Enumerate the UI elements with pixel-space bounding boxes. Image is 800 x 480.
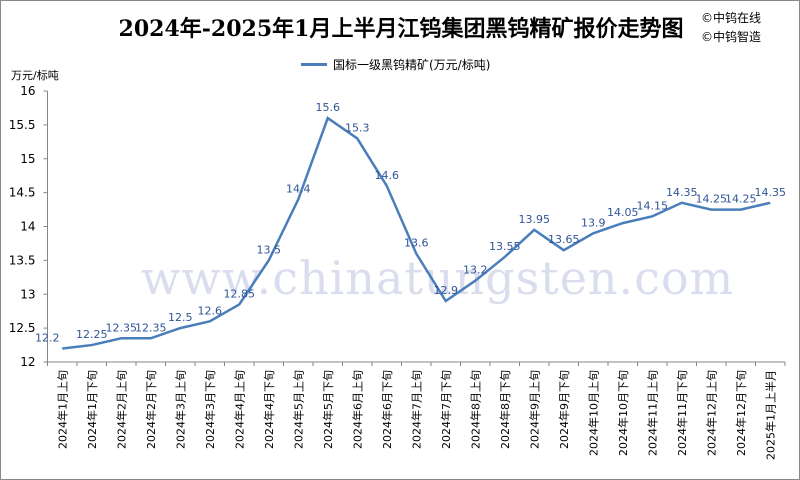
y-tick-label: 14.5 <box>9 186 36 200</box>
x-tick-label: 2024年11月下旬 <box>675 370 689 456</box>
data-label: 14.4 <box>286 182 311 195</box>
y-tick-label: 15 <box>20 152 35 166</box>
data-label: 12.6 <box>198 304 223 317</box>
x-tick-label: 2024年5月上旬 <box>291 370 305 449</box>
x-tick-label: 2024年4月下旬 <box>262 370 276 449</box>
x-tick-label: 2025年1月上半月 <box>763 370 777 460</box>
x-tick-label: 2024年2月下旬 <box>144 370 158 449</box>
data-label: 12.9 <box>434 284 459 297</box>
x-tick-label: 2024年1月上旬 <box>55 370 69 449</box>
data-label: 12.2 <box>35 331 60 344</box>
x-tick-label: 2024年6月上旬 <box>350 370 364 449</box>
data-label: 14.05 <box>607 206 639 219</box>
data-label: 13.6 <box>404 237 429 250</box>
data-label: 12.35 <box>106 321 138 334</box>
legend: 国标一级黑钨精矿(万元/标吨) <box>301 56 490 73</box>
y-tick-label: 13 <box>20 287 35 301</box>
chart-title: 2024年-2025年1月上半月江钨集团黑钨精矿报价走势图 <box>118 16 684 42</box>
y-tick-label: 14 <box>20 220 35 234</box>
legend-swatch <box>301 63 327 66</box>
x-tick-label: 2024年3月下旬 <box>203 370 217 449</box>
x-tick-label: 2024年10月上旬 <box>586 370 600 456</box>
watermark: www.chinatungsten.com <box>141 251 735 305</box>
data-label: 12.35 <box>135 321 167 334</box>
series-line <box>62 116 771 350</box>
data-label: 13.9 <box>581 216 606 229</box>
x-tick-label: 2024年12月上旬 <box>704 370 718 456</box>
legend-label: 国标一级黑钨精矿(万元/标吨) <box>333 58 491 72</box>
data-label: 12.85 <box>224 287 256 300</box>
x-tick-label: 2024年2月上旬 <box>114 370 128 449</box>
y-axis-label: 万元/标吨 <box>11 69 59 82</box>
data-label: 12.25 <box>76 328 108 341</box>
x-tick-label: 2024年9月上旬 <box>527 370 541 449</box>
data-label: 13.55 <box>489 240 521 253</box>
x-tick-label: 2024年11月上旬 <box>645 370 659 456</box>
x-tick-label: 2024年5月下旬 <box>321 370 335 449</box>
y-tick-label: 15.5 <box>9 118 36 132</box>
brand-label: ©中钨智造 <box>701 30 762 44</box>
x-tick-label: 2024年4月上旬 <box>232 370 246 449</box>
x-tick-label: 2024年8月上旬 <box>468 370 482 449</box>
data-label: 15.6 <box>316 101 341 114</box>
data-label: 14.6 <box>375 169 400 182</box>
y-tick-label: 13.5 <box>9 253 36 267</box>
data-label: 12.5 <box>168 311 193 324</box>
data-label: 13.5 <box>257 243 282 256</box>
data-label: 15.3 <box>345 121 370 134</box>
x-tick-label: 2024年8月下旬 <box>498 370 512 449</box>
data-label: 13.2 <box>463 264 488 277</box>
data-label: 13.65 <box>548 233 580 246</box>
x-tick-label: 2024年3月上旬 <box>173 370 187 449</box>
x-tick-label: 2024年1月下旬 <box>85 370 99 449</box>
x-tick-label: 2024年6月下旬 <box>380 370 394 449</box>
y-tick-label: 12 <box>20 355 35 369</box>
data-label: 14.25 <box>725 193 757 206</box>
x-tick-label: 2024年7月下旬 <box>439 370 453 449</box>
x-tick-label: 2024年10月下旬 <box>616 370 630 456</box>
x-tick-label: 2024年9月下旬 <box>557 370 571 449</box>
x-tick-label: 2024年12月下旬 <box>734 370 748 456</box>
data-label: 14.35 <box>755 186 787 199</box>
brand-label: ©中钨在线 <box>701 11 762 25</box>
data-label: 14.35 <box>666 186 698 199</box>
data-label: 13.95 <box>519 213 551 226</box>
data-label: 14.15 <box>637 199 669 212</box>
y-tick-label: 12.5 <box>9 321 36 335</box>
y-tick-label: 16 <box>20 84 35 98</box>
data-label: 14.25 <box>696 193 728 206</box>
x-tick-label: 2024年7月上旬 <box>409 370 423 449</box>
